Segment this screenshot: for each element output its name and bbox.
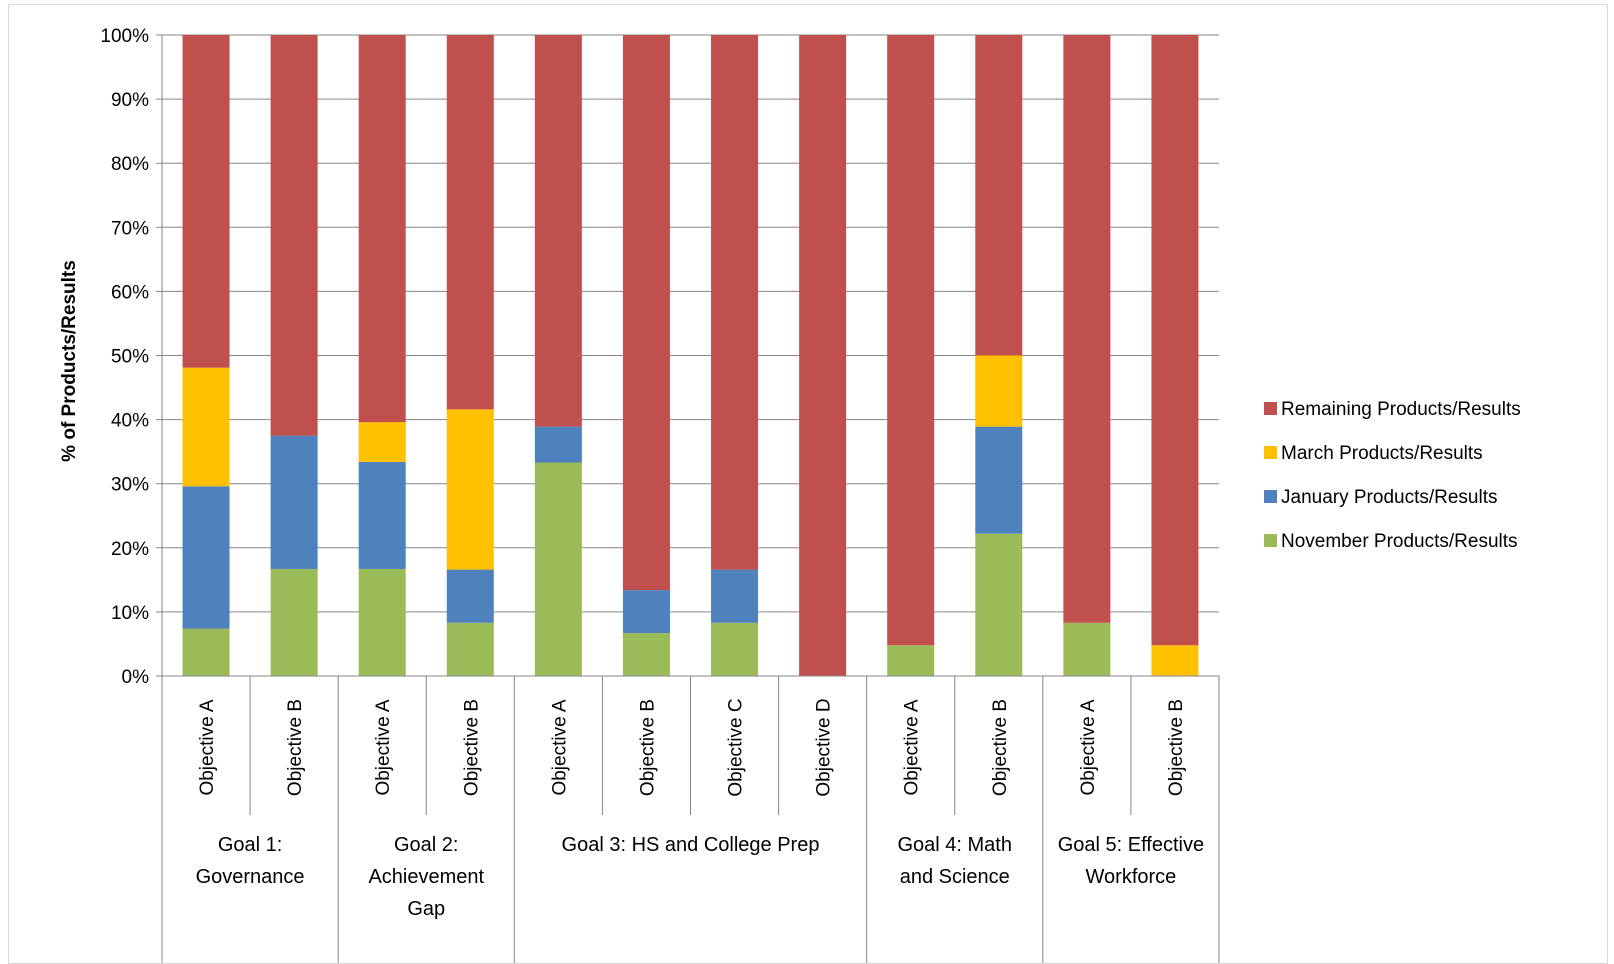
y-tick-label: 90% bbox=[111, 90, 149, 111]
bar-segment bbox=[534, 462, 582, 676]
group-label: Workforce bbox=[1086, 866, 1177, 888]
x-tick-label: Objective B bbox=[461, 699, 482, 796]
x-tick-label: Objective C bbox=[726, 698, 747, 796]
group-label: Goal 5: Effective bbox=[1058, 834, 1204, 856]
bar-segment bbox=[358, 568, 406, 676]
bar-segment bbox=[182, 628, 230, 676]
y-tick-label: 60% bbox=[111, 282, 149, 303]
bar-segment bbox=[975, 35, 1023, 356]
legend-swatch bbox=[1264, 402, 1277, 415]
legend-swatch bbox=[1264, 490, 1277, 503]
bar-segment bbox=[1151, 645, 1199, 676]
y-axis-title: % of Products/Results bbox=[59, 260, 80, 462]
x-tick-label: Objective A bbox=[1078, 699, 1099, 795]
x-tick-label: Objective A bbox=[373, 699, 394, 795]
legend-swatch bbox=[1264, 534, 1277, 547]
x-tick-label: Objective A bbox=[197, 699, 218, 795]
bar-segment bbox=[975, 426, 1023, 534]
x-tick-label: Objective A bbox=[902, 699, 923, 795]
y-tick-label: 70% bbox=[111, 218, 149, 239]
chart-area: 0% 10% 20% 30% 40% 50% 60% 70% 80% 90% 100% Object… bbox=[8, 4, 1608, 964]
bar-segment bbox=[1063, 622, 1111, 676]
bar-segment bbox=[446, 409, 494, 570]
bar-segment bbox=[975, 533, 1023, 676]
bar-segment bbox=[887, 35, 935, 646]
bar-segment bbox=[711, 35, 759, 570]
bar-segment bbox=[358, 461, 406, 569]
gridlines bbox=[156, 34, 1219, 677]
y-tick-label: 80% bbox=[111, 154, 149, 175]
x-tick-label: Objective B bbox=[990, 699, 1011, 796]
bar-segment bbox=[1151, 35, 1199, 646]
x-tick-label: Objective B bbox=[1166, 699, 1187, 796]
group-label: Goal 4: Math bbox=[897, 834, 1012, 856]
legend: Remaining Products/Results March Products… bbox=[1264, 399, 1521, 552]
legend-label: November Products/Results bbox=[1281, 531, 1518, 552]
x-tick-label: Objective A bbox=[549, 699, 570, 795]
group-label: Achievement bbox=[368, 866, 484, 888]
bar-segment bbox=[446, 622, 494, 676]
legend-label: Remaining Products/Results bbox=[1281, 399, 1521, 420]
bar-segment bbox=[711, 569, 759, 623]
bar-segment bbox=[446, 569, 494, 623]
bar-segment bbox=[270, 435, 318, 569]
group-label: Goal 1: bbox=[218, 834, 282, 856]
group-label: and Science bbox=[900, 866, 1010, 888]
y-tick-label: 20% bbox=[111, 539, 149, 560]
legend-label: January Products/Results bbox=[1281, 487, 1498, 508]
bar-segment bbox=[887, 645, 935, 676]
bars bbox=[182, 35, 1199, 676]
group-labels: Goal 1: Governance Goal 2: Achievement Gap Go… bbox=[196, 834, 1205, 920]
bar-segment bbox=[622, 633, 670, 676]
group-label: Gap bbox=[407, 898, 445, 920]
x-tick-label: Objective D bbox=[814, 698, 835, 796]
y-tick-labels: 0% 10% 20% 30% 40% 50% 60% 70% 80% 90% 100% bbox=[100, 26, 149, 688]
bar-segment bbox=[1063, 35, 1111, 623]
bar-segment bbox=[534, 35, 582, 427]
x-tick-label: Objective B bbox=[637, 699, 658, 796]
axes bbox=[161, 35, 1220, 963]
bar-segment bbox=[182, 35, 230, 368]
bar-segment bbox=[270, 568, 318, 676]
stacked-bar-chart: 0% 10% 20% 30% 40% 50% 60% 70% 80% 90% 100% Object… bbox=[59, 26, 1521, 963]
bar-segment bbox=[182, 486, 230, 629]
category-labels: Objective A Objective B Objective A Objecti… bbox=[197, 698, 1187, 796]
legend-swatch bbox=[1264, 446, 1277, 459]
bar-segment bbox=[622, 590, 670, 634]
bar-segment bbox=[975, 355, 1023, 427]
y-tick-label: 50% bbox=[111, 347, 149, 368]
bar-segment bbox=[358, 422, 406, 462]
bar-segment bbox=[358, 35, 406, 423]
group-label: Goal 2: bbox=[394, 834, 458, 856]
group-label: Governance bbox=[196, 866, 305, 888]
bar-segment bbox=[270, 35, 318, 436]
y-tick-label: 40% bbox=[111, 411, 149, 432]
bar-segment bbox=[534, 426, 582, 463]
x-tick-label: Objective B bbox=[285, 699, 306, 796]
bar-segment bbox=[622, 35, 670, 591]
legend-label: March Products/Results bbox=[1281, 443, 1483, 464]
y-tick-label: 0% bbox=[122, 667, 150, 688]
y-tick-label: 10% bbox=[111, 603, 149, 624]
y-tick-label: 100% bbox=[100, 26, 149, 47]
y-tick-label: 30% bbox=[111, 475, 149, 496]
bar-segment bbox=[799, 35, 847, 676]
bar-segment bbox=[446, 35, 494, 410]
bar-segment bbox=[182, 367, 230, 487]
bar-segment bbox=[711, 622, 759, 676]
group-label: Goal 3: HS and College Prep bbox=[562, 834, 820, 856]
